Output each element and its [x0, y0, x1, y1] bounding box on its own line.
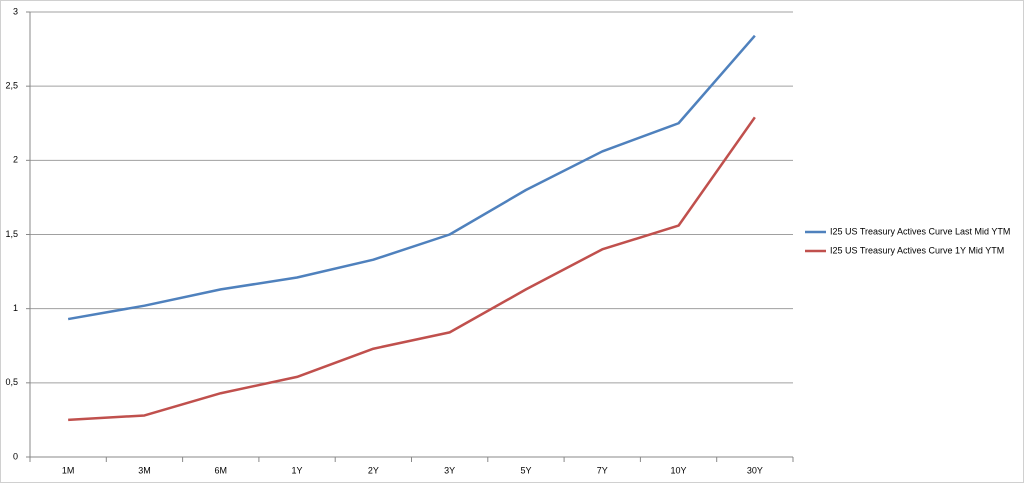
y-tick-label: 0,5 [5, 377, 18, 387]
x-tick-label: 5Y [520, 465, 531, 475]
x-tick-label: 1Y [292, 465, 303, 475]
y-tick-label: 1 [13, 303, 18, 313]
y-tick-label: 2,5 [5, 81, 18, 91]
y-tick-label: 3 [13, 6, 18, 16]
x-tick-label: 3M [138, 465, 151, 475]
y-tick-label: 0 [13, 451, 18, 461]
y-tick-label: 1,5 [5, 229, 18, 239]
series-line [67, 34, 756, 321]
x-tick-label: 7Y [597, 465, 608, 475]
y-tick-label: 2 [13, 155, 18, 165]
x-tick-label: 2Y [368, 465, 379, 475]
series-line [68, 116, 756, 422]
chart-frame [0, 0, 1024, 483]
x-tick-label: 1M [62, 465, 75, 475]
x-tick-label: 30Y [747, 465, 763, 475]
x-tick-label: 3Y [444, 465, 455, 475]
legend-label: I25 US Treasury Actives Curve 1Y Mid YTM [830, 245, 1004, 255]
x-tick-label: 6M [214, 465, 227, 475]
x-tick-label: 10Y [671, 465, 687, 475]
legend-label: I25 US Treasury Actives Curve Last Mid Y… [830, 226, 1010, 236]
